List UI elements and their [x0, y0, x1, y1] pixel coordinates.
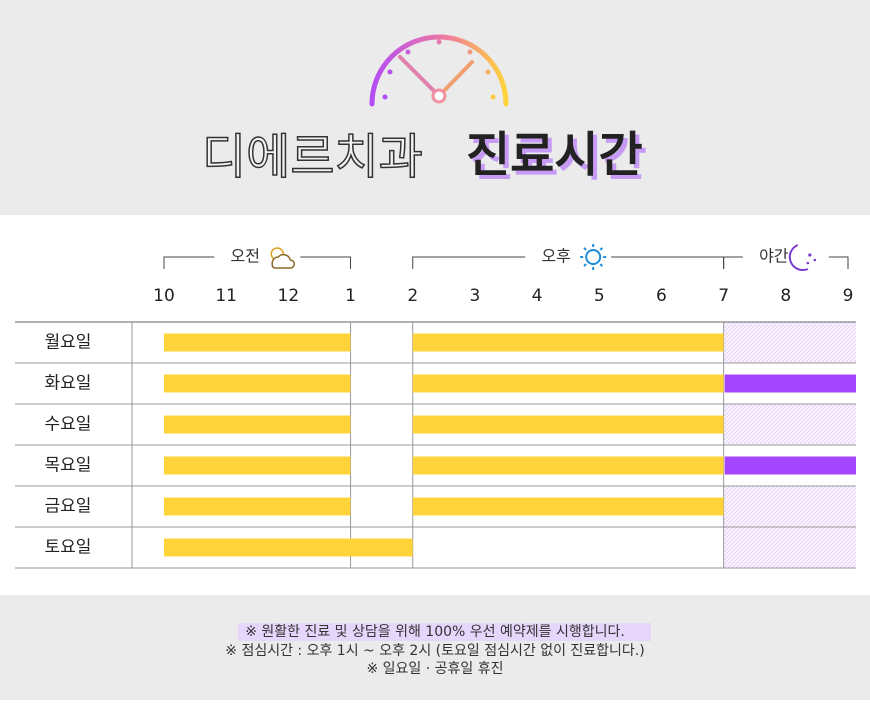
x-tick-label: 11 — [215, 286, 237, 306]
period-icon — [580, 244, 607, 270]
day-bar — [164, 538, 413, 557]
day-label: 금요일 — [45, 497, 92, 517]
night-bar — [724, 456, 856, 475]
day-label: 월요일 — [45, 333, 92, 353]
period-label: 오후 — [541, 247, 570, 266]
period-icon — [270, 247, 296, 269]
x-tick-label: 9 — [843, 286, 854, 306]
footer-bg — [0, 595, 870, 700]
day-bar — [164, 497, 351, 516]
day-label: 화요일 — [45, 374, 92, 394]
x-tick-label: 6 — [656, 286, 667, 306]
note: ※ 일요일 · 공휴일 휴진 — [366, 661, 503, 677]
day-bar — [164, 456, 351, 475]
day-bar — [164, 415, 351, 434]
day-bar — [164, 333, 351, 352]
night-bg — [723, 527, 856, 568]
x-tick-label: 3 — [469, 286, 480, 306]
night-bg — [723, 322, 856, 363]
x-tick-label: 4 — [532, 286, 543, 306]
title-light: 디에르치과 — [202, 129, 423, 185]
x-tick-label: 7 — [718, 286, 729, 306]
period-label: 야간 — [759, 247, 789, 266]
day-bar — [164, 374, 351, 393]
day-bar — [412, 333, 724, 352]
note: ※ 원활한 진료 및 상담을 위해 100% 우선 예약제를 시행합니다. — [245, 624, 625, 640]
x-tick-label: 12 — [278, 286, 300, 306]
note: ※ 점심시간 : 오후 1시 ~ 오후 2시 (토요일 점심시간 없이 진료합니… — [225, 643, 644, 659]
day-bar — [412, 497, 724, 516]
x-tick-label: 10 — [153, 286, 175, 306]
x-tick-label: 8 — [780, 286, 791, 306]
title-shadow: 진료시간 — [470, 131, 647, 187]
title-bold: 진료시간 — [466, 127, 643, 183]
day-bar — [412, 415, 724, 434]
night-bg — [723, 404, 856, 445]
x-tick-label: 2 — [407, 286, 418, 306]
day-bar — [412, 374, 724, 393]
x-tick-label: 5 — [594, 286, 605, 306]
period-bracket — [723, 256, 849, 269]
note-highlight — [238, 623, 651, 641]
x-tick-label: 1 — [345, 286, 356, 306]
period-icon — [788, 244, 817, 271]
night-bar — [724, 374, 856, 393]
period-label: 오전 — [231, 247, 260, 266]
clock-icon — [369, 34, 509, 107]
day-label: 목요일 — [45, 456, 92, 476]
day-label: 수요일 — [45, 415, 92, 435]
period-bracket — [163, 256, 352, 269]
day-label: 토요일 — [45, 538, 92, 558]
header-bg — [0, 0, 870, 215]
night-bg — [723, 486, 856, 527]
day-bar — [412, 456, 724, 475]
